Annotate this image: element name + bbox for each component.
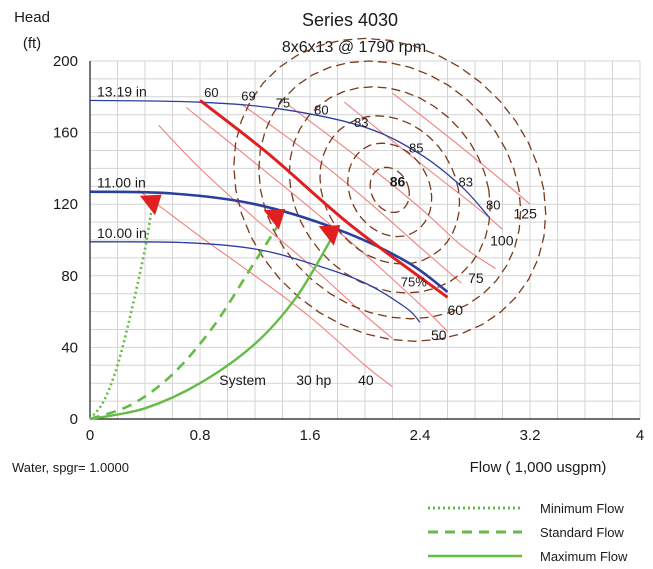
power-curve	[158, 125, 393, 339]
operating-marker	[263, 208, 286, 230]
x-tick-label: 0.8	[190, 427, 211, 444]
efficiency-contour	[347, 142, 433, 238]
operating-line	[139, 99, 449, 299]
impeller-curve	[89, 241, 421, 323]
efficiency-contour	[319, 115, 461, 265]
power-label: 125	[514, 206, 538, 222]
system-curve	[89, 239, 332, 421]
impeller-curve	[89, 99, 490, 218]
curve-labels: 13.19 in 11.00 in 10.00 in 60 69 75 80 83 85 86 83…	[97, 83, 537, 388]
y-axis-label: Head	[14, 9, 50, 26]
power-label: 40	[358, 372, 374, 388]
y-tick-label: 200	[53, 53, 78, 70]
power-label: 50	[431, 327, 447, 343]
y-tick-label: 40	[61, 339, 78, 356]
impeller-label: 10.00 in	[97, 225, 147, 241]
y-tick-label: 0	[70, 411, 78, 428]
operating-marker	[139, 194, 162, 216]
y-tick-label: 80	[61, 268, 78, 285]
x-axis-label: Flow ( 1,000 usgpm)	[470, 459, 607, 476]
efficiency-contour	[258, 60, 522, 320]
legend-label: Minimum Flow	[540, 501, 624, 516]
power-label: 30 hp	[296, 372, 331, 388]
x-tick-label: 4	[636, 427, 644, 444]
legend: Minimum Flow Standard Flow Maximum Flow	[428, 501, 628, 564]
efficiency-label: 85	[409, 140, 423, 155]
y-axis-unit: (ft)	[23, 35, 41, 52]
legend-label: Standard Flow	[540, 525, 624, 540]
impeller-label: 13.19 in	[97, 83, 147, 99]
fluid-note: Water, spgr= 1.0000	[12, 460, 129, 475]
legend-label: Maximum Flow	[540, 549, 628, 564]
efficiency-label: 60	[204, 85, 218, 100]
efficiency-label: 75	[276, 96, 290, 111]
impeller-label: 11.00 in	[97, 175, 146, 191]
efficiency-label: 75%	[401, 275, 427, 290]
x-tick-label: 1.6	[300, 427, 321, 444]
x-tick-label: 2.4	[410, 427, 431, 444]
power-label: 100	[490, 232, 514, 248]
power-curve	[240, 103, 462, 284]
chart-subtitle: 8x6x13 @ 1790 rpm	[282, 39, 426, 56]
system-curve	[89, 217, 284, 421]
chart-title: Series 4030	[302, 10, 398, 30]
operating-point-line	[199, 99, 449, 299]
x-tick-label: 3.2	[520, 427, 541, 444]
efficiency-contour	[288, 86, 491, 294]
efficiency-contour	[233, 37, 547, 342]
y-tick-label: 160	[53, 125, 78, 142]
x-tick-label: 0	[86, 427, 94, 444]
system-label: System	[219, 372, 266, 388]
power-curve	[344, 101, 503, 230]
efficiency-label: 80	[486, 198, 500, 213]
efficiency-label: 83	[459, 174, 473, 189]
system-curves	[88, 207, 332, 421]
efficiency-contours	[233, 37, 547, 342]
efficiency-label: 86	[390, 173, 406, 189]
operating-marker	[318, 225, 341, 246]
axes	[89, 61, 640, 420]
power-curve	[392, 92, 531, 205]
power-label: 60	[448, 302, 464, 318]
efficiency-label: 80	[314, 103, 328, 118]
power-label: 75	[468, 270, 484, 286]
system-curve	[88, 207, 154, 420]
efficiency-label: 69	[241, 88, 255, 103]
efficiency-label: 83	[354, 115, 368, 130]
power-curve	[137, 189, 393, 388]
y-tick-label: 120	[53, 196, 78, 213]
power-curve	[289, 105, 496, 270]
